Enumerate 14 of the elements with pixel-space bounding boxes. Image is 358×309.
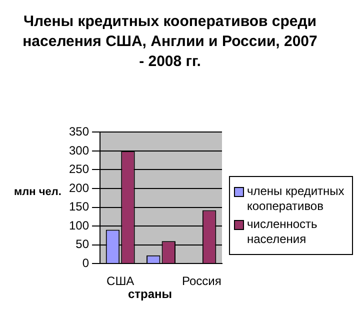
x-tick-label: Россия (182, 274, 222, 288)
legend-label: численность населения (247, 217, 318, 247)
x-axis-title: страны (126, 287, 174, 301)
y-tick-label: 200 (68, 180, 90, 195)
y-tick-label: 150 (68, 200, 90, 214)
y-tick-label: 0 (82, 256, 90, 270)
y-tick-label: 100 (68, 218, 90, 232)
x-tick-label: США (106, 274, 134, 288)
y-tick-label: 350 (68, 124, 90, 139)
y-axis-title: млн чел. (14, 186, 62, 198)
y-tick-label: 250 (68, 162, 90, 176)
chart-title: Члены кредитных кооперативов среди населения США, Англии и России, 2007 - 2008 гг. (22, 12, 318, 72)
y-tick-label: 300 (68, 143, 90, 158)
y-tick-label: 50 (76, 237, 90, 252)
